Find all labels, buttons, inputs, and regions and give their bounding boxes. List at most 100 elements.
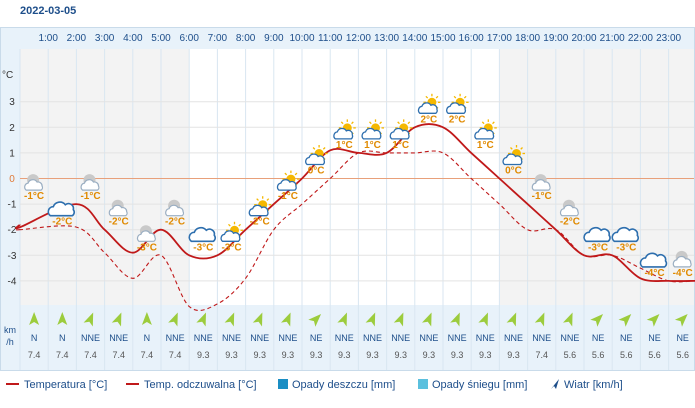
chart-date: 2022-03-05 (20, 5, 77, 17)
wind-arrow-shape (83, 312, 94, 327)
wind-speed: 9.3 (282, 350, 295, 360)
wind-speed: 9.3 (451, 350, 464, 360)
wind-direction: NE (676, 333, 689, 343)
point-temp-label: -4°C (644, 268, 664, 279)
wind-arrow-shape (365, 312, 376, 327)
wind-direction: NE (620, 333, 633, 343)
plot-column (612, 49, 641, 305)
wind-speed: 9.3 (479, 350, 492, 360)
wind-arrow-icon (618, 314, 632, 327)
y-tick-label: 2 (9, 123, 15, 134)
cloud-icon (47, 201, 76, 217)
point-temp-label: 2°C (421, 114, 438, 125)
sun-ray (266, 198, 270, 201)
cloud-icon (188, 226, 217, 243)
hour-label: 17:00 (487, 33, 512, 44)
wind-speed: 9.3 (225, 350, 238, 360)
wind-arrow-icon (141, 312, 152, 325)
y-axis-unit: °C (2, 70, 13, 81)
hour-label: 16:00 (459, 33, 484, 44)
cloud-night-icon (24, 174, 44, 191)
plot-column (443, 49, 472, 305)
sun-ray (322, 147, 326, 150)
y-tick-label: 3 (9, 97, 15, 108)
wind-direction: N (31, 333, 38, 343)
sun-ray (256, 198, 259, 201)
sun-cloud-icon (389, 119, 413, 140)
hour-label: 2:00 (67, 33, 87, 44)
wind-arrow-icon (674, 314, 688, 327)
sun-ray (340, 121, 344, 125)
cloud-shape (188, 226, 217, 243)
cloud-shape (559, 204, 579, 217)
wind-unit-label: /h (6, 337, 14, 347)
wind-speed: 7.4 (112, 350, 125, 360)
point-temp-label: -3°C (616, 242, 636, 253)
wind-direction: NNE (448, 333, 467, 343)
wind-direction: NNE (222, 333, 241, 343)
sun-ray (481, 121, 485, 125)
sun-cloud-icon (305, 145, 328, 166)
wind-arrow-shape (674, 314, 688, 327)
point-temp-label: -3°C (588, 242, 608, 253)
wind-arrow-icon (224, 312, 235, 327)
wind-arrow-shape (168, 312, 178, 327)
wind-speed: 7.4 (56, 350, 69, 360)
sun-cloud-icon (417, 93, 441, 114)
wind-arrow-icon (168, 312, 178, 327)
wind-arrow-shape (590, 314, 604, 327)
wind-arrow-shape (337, 312, 347, 327)
plot-column (414, 49, 443, 305)
hour-label: 5:00 (151, 33, 171, 44)
wind-speed: 7.4 (28, 350, 41, 360)
cloud-shape (417, 102, 438, 114)
cloud-night-icon (136, 225, 156, 242)
cloud-icon (611, 226, 640, 243)
wind-direction: NNE (532, 333, 551, 343)
cloud-shape (502, 153, 523, 166)
plot-column (358, 49, 387, 305)
wind-arrow-shape (421, 312, 432, 327)
y-tick-label: -1 (8, 200, 17, 211)
hour-label: 10:00 (289, 33, 314, 44)
wind-direction: NNE (504, 333, 523, 343)
hour-label: 8:00 (236, 33, 256, 44)
cloud-shape (611, 226, 640, 243)
wind-arrow-shape (111, 312, 122, 327)
sun-cloud-icon (474, 119, 497, 140)
wind-speed: 9.3 (366, 350, 379, 360)
plot-column (189, 49, 218, 305)
cloud-icon (639, 252, 668, 268)
cloud-night-icon (531, 174, 551, 191)
point-temp-label: -1°C (24, 191, 44, 202)
hour-label: 4:00 (123, 33, 143, 44)
wind-arrow-shape (280, 312, 291, 327)
plot-column (471, 49, 500, 305)
wind-arrow-shape (478, 312, 488, 327)
sun-ray (397, 121, 400, 125)
wind-arrow-icon (590, 314, 604, 327)
wind-direction: NE (648, 333, 661, 343)
wind-direction: NNE (278, 333, 297, 343)
wind-arrow-icon (308, 314, 322, 327)
sun-ray (351, 121, 354, 125)
wind-direction: NNE (250, 333, 269, 343)
legend-swatch (418, 379, 428, 389)
wind-speed: 7.4 (535, 350, 548, 360)
cloud-shape (446, 102, 466, 114)
sun-ray (369, 121, 372, 125)
cloud-shape (248, 204, 269, 217)
plot-column (302, 49, 331, 305)
wind-arrow-shape (450, 312, 460, 327)
wind-arrow-icon (450, 312, 460, 327)
cloud-shape (165, 204, 185, 217)
wind-arrow-icon (280, 312, 291, 327)
wind-arrow-shape (224, 312, 235, 327)
hour-label: 23:00 (656, 33, 681, 44)
cloud-night-icon (559, 199, 579, 217)
wind-speed: 7.4 (84, 350, 97, 360)
wind-arrow-icon (83, 312, 94, 327)
cloud-shape (333, 127, 354, 140)
point-temp-label: 1°C (336, 140, 353, 151)
